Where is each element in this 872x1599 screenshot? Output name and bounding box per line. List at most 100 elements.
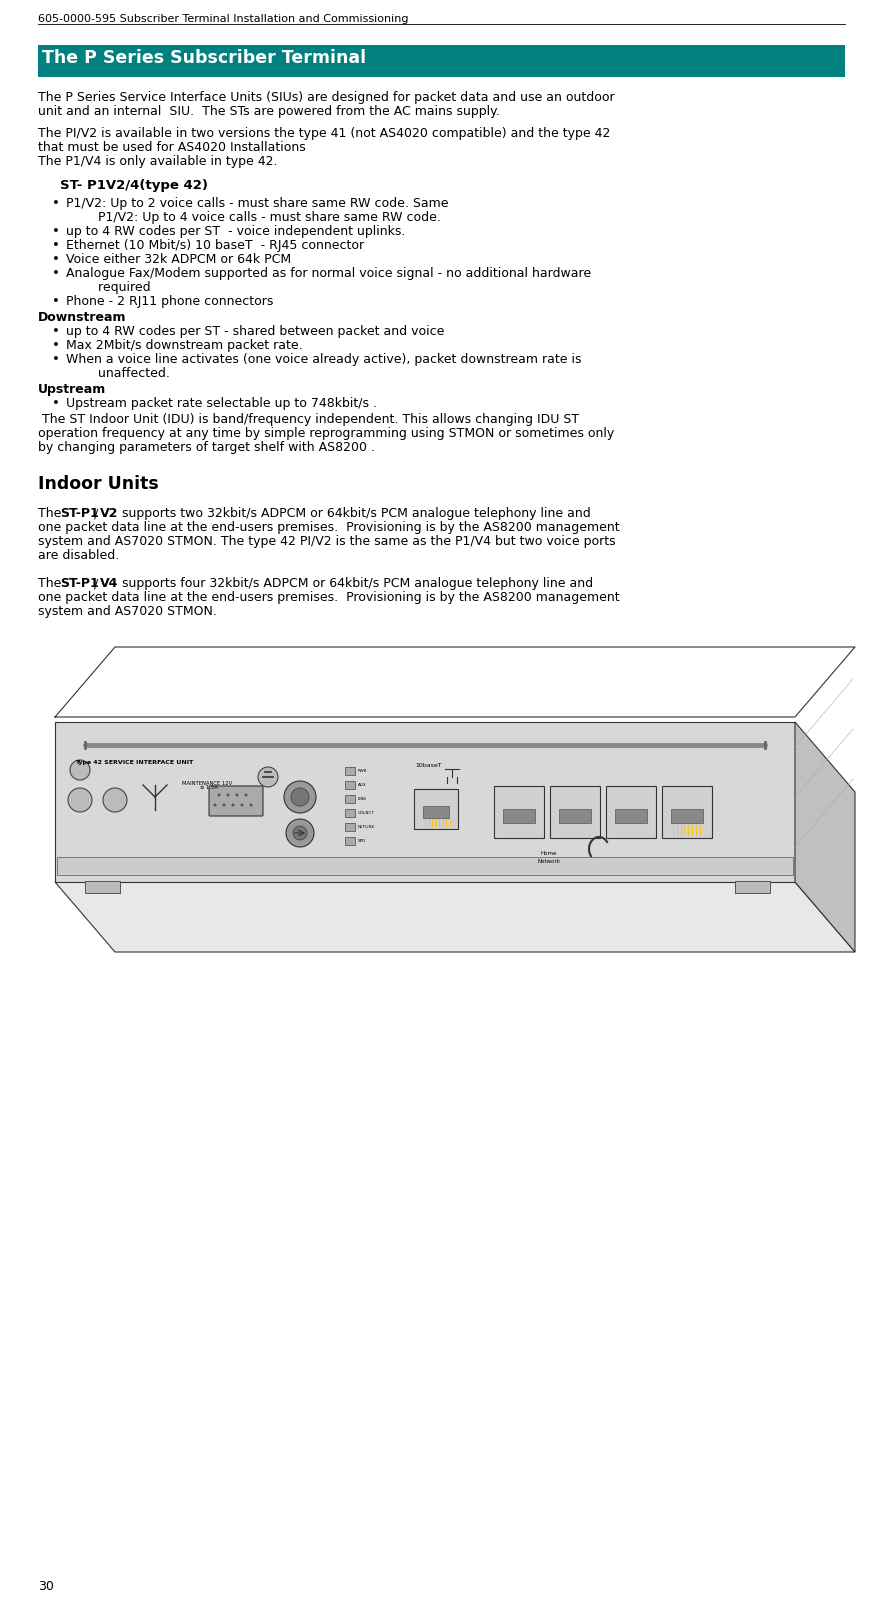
Circle shape (103, 788, 127, 812)
Text: ST- P1V2/4(type 42): ST- P1V2/4(type 42) (60, 179, 208, 192)
Circle shape (244, 793, 248, 796)
Text: one packet data line at the end-users premises.  Provisioning is by the AS8200 m: one packet data line at the end-users pr… (38, 521, 620, 534)
Text: Downstream: Downstream (38, 310, 126, 325)
Text: required: required (66, 281, 151, 294)
Text: P1/V2: Up to 4 voice calls - must share same RW code.: P1/V2: Up to 4 voice calls - must share … (66, 211, 441, 224)
Text: The: The (38, 577, 65, 590)
Text: AUX: AUX (358, 784, 367, 787)
FancyBboxPatch shape (345, 823, 355, 831)
FancyBboxPatch shape (57, 857, 793, 875)
Circle shape (249, 804, 253, 806)
Text: are disabled.: are disabled. (38, 548, 119, 561)
Text: unit and an internal  SIU.  The STs are powered from the AC mains supply.: unit and an internal SIU. The STs are po… (38, 106, 500, 118)
Text: by changing parameters of target shelf with AS8200 .: by changing parameters of target shelf w… (38, 441, 375, 454)
Polygon shape (55, 723, 795, 883)
Text: Home: Home (541, 851, 557, 855)
Text: COLNCT: COLNCT (358, 811, 375, 815)
Circle shape (222, 804, 226, 806)
Circle shape (217, 793, 221, 796)
Text: 10baseT: 10baseT (415, 763, 441, 768)
FancyBboxPatch shape (606, 787, 656, 838)
Text: V2: V2 (100, 507, 119, 520)
Text: •: • (52, 294, 60, 309)
FancyBboxPatch shape (615, 809, 647, 823)
FancyBboxPatch shape (550, 787, 600, 838)
Text: •: • (52, 339, 60, 352)
Circle shape (68, 788, 92, 812)
Text: /: / (94, 577, 99, 590)
FancyBboxPatch shape (503, 809, 535, 823)
FancyBboxPatch shape (494, 787, 544, 838)
Circle shape (284, 780, 316, 812)
FancyBboxPatch shape (345, 768, 355, 776)
Text: Indoor Units: Indoor Units (38, 475, 159, 492)
Text: Type 42 SERVICE INTERFACE UNIT: Type 42 SERVICE INTERFACE UNIT (75, 760, 194, 764)
Circle shape (293, 827, 307, 839)
Circle shape (258, 768, 278, 787)
Text: Upstream: Upstream (38, 384, 106, 397)
Text: operation frequency at any time by simple reprogramming using STMON or sometimes: operation frequency at any time by simpl… (38, 427, 614, 440)
Text: LINK: LINK (358, 796, 367, 801)
Text: supports four 32kbit/s ADPCM or 64kbit/s PCM analogue telephony line and: supports four 32kbit/s ADPCM or 64kbit/s… (114, 577, 593, 590)
Text: P1/V2: Up to 2 voice calls - must share same RW code. Same: P1/V2: Up to 2 voice calls - must share … (66, 197, 448, 209)
Circle shape (241, 804, 243, 806)
FancyBboxPatch shape (662, 787, 712, 838)
Text: PWR: PWR (358, 769, 367, 772)
Circle shape (291, 788, 309, 806)
FancyBboxPatch shape (671, 809, 703, 823)
FancyBboxPatch shape (559, 809, 591, 823)
Text: The PI/V2 is available in two versions the type 41 (not AS4020 compatible) and t: The PI/V2 is available in two versions t… (38, 126, 610, 141)
Text: MAINTENANCE 12V: MAINTENANCE 12V (182, 780, 232, 787)
Text: 605-0000-595 Subscriber Terminal Installation and Commissioning: 605-0000-595 Subscriber Terminal Install… (38, 14, 408, 24)
FancyBboxPatch shape (85, 881, 120, 892)
Text: Ethernet (10 Mbit/s) 10 baseT  - RJ45 connector: Ethernet (10 Mbit/s) 10 baseT - RJ45 con… (66, 238, 364, 253)
FancyBboxPatch shape (345, 836, 355, 844)
Text: Upstream packet rate selectable up to 748kbit/s .: Upstream packet rate selectable up to 74… (66, 397, 377, 409)
Text: ST-P1: ST-P1 (60, 577, 99, 590)
Text: The P Series Service Interface Units (SIUs) are designed for packet data and use: The P Series Service Interface Units (SI… (38, 91, 615, 104)
Text: •: • (52, 225, 60, 238)
Text: NETLINK: NETLINK (358, 825, 375, 828)
Circle shape (235, 793, 239, 796)
Text: The P1/V4 is only available in type 42.: The P1/V4 is only available in type 42. (38, 155, 277, 168)
Text: SPD: SPD (358, 839, 366, 843)
Text: •: • (52, 267, 60, 280)
Text: •: • (52, 353, 60, 366)
Circle shape (286, 819, 314, 847)
Circle shape (70, 760, 90, 780)
FancyBboxPatch shape (414, 788, 458, 828)
Text: up to 4 RW codes per ST  - voice independent uplinks.: up to 4 RW codes per ST - voice independ… (66, 225, 405, 238)
FancyBboxPatch shape (345, 809, 355, 817)
Text: •: • (52, 197, 60, 209)
Text: unaffected.: unaffected. (66, 368, 170, 381)
Text: one packet data line at the end-users premises.  Provisioning is by the AS8200 m: one packet data line at the end-users pr… (38, 592, 620, 604)
FancyBboxPatch shape (735, 881, 770, 892)
Circle shape (227, 793, 229, 796)
Text: •: • (52, 325, 60, 337)
Text: 30: 30 (38, 1580, 54, 1593)
FancyBboxPatch shape (38, 45, 845, 77)
Text: Phone - 2 RJ11 phone connectors: Phone - 2 RJ11 phone connectors (66, 294, 274, 309)
Text: When a voice line activates (one voice already active), packet downstream rate i: When a voice line activates (one voice a… (66, 353, 582, 366)
Text: The: The (38, 507, 65, 520)
Text: •: • (52, 397, 60, 409)
Text: system and AS7020 STMON.: system and AS7020 STMON. (38, 604, 217, 617)
Text: supports two 32kbit/s ADPCM or 64kbit/s PCM analogue telephony line and: supports two 32kbit/s ADPCM or 64kbit/s … (114, 507, 590, 520)
Text: The P Series Subscriber Terminal: The P Series Subscriber Terminal (42, 50, 366, 67)
Text: /: / (94, 507, 99, 520)
FancyBboxPatch shape (209, 787, 263, 815)
Text: Network: Network (537, 859, 561, 863)
Text: that must be used for AS4020 Installations: that must be used for AS4020 Installatio… (38, 141, 306, 154)
Circle shape (214, 804, 216, 806)
Text: ≡ 1.5A: ≡ 1.5A (200, 785, 218, 790)
Polygon shape (55, 883, 855, 951)
Text: Analogue Fax/Modem supported as for normal voice signal - no additional hardware: Analogue Fax/Modem supported as for norm… (66, 267, 591, 280)
Text: system and AS7020 STMON. The type 42 PI/V2 is the same as the P1/V4 but two voic: system and AS7020 STMON. The type 42 PI/… (38, 536, 616, 548)
Text: •: • (52, 253, 60, 265)
FancyBboxPatch shape (345, 780, 355, 788)
FancyBboxPatch shape (345, 795, 355, 803)
Circle shape (231, 804, 235, 806)
Text: ST-P1: ST-P1 (60, 507, 99, 520)
Text: Voice either 32k ADPCM or 64k PCM: Voice either 32k ADPCM or 64k PCM (66, 253, 291, 265)
Text: V4: V4 (100, 577, 119, 590)
